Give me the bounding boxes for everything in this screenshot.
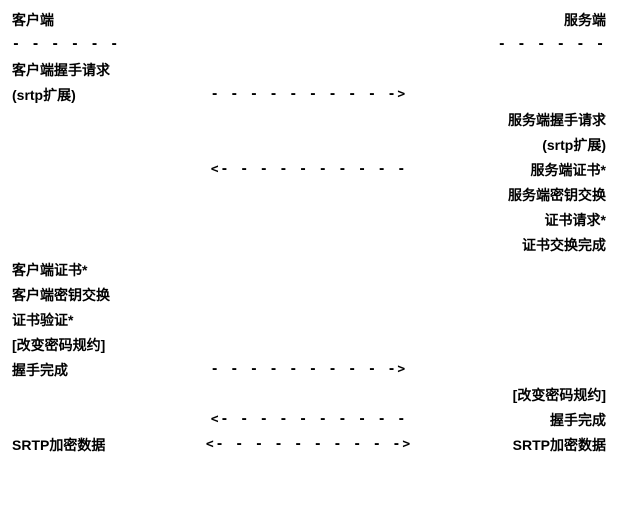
server-msg-15: [改变密码规约]: [513, 387, 606, 404]
server-msg-7: 服务端密钥交换: [508, 187, 606, 204]
server-msg-17: SRTP加密数据: [513, 437, 606, 454]
client-msg-12: 证书验证*: [12, 312, 73, 329]
client-msg-14: 握手完成: [12, 362, 68, 379]
server-msg-16: 握手完成: [550, 412, 606, 429]
client-msg-11: 客户端密钥交换: [12, 287, 110, 304]
arrow-right-icon: - - - - - - - - - ->: [211, 362, 408, 377]
client-msg-3: (srtp扩展): [12, 87, 76, 104]
server-msg-6: 服务端证书*: [531, 162, 606, 179]
arrow-right-icon: - - - - - - - - - ->: [211, 87, 408, 102]
handshake-diagram: { "layout": { "row_height": 25, "row_cou…: [0, 0, 618, 525]
client-msg-13: [改变密码规约]: [12, 337, 105, 354]
server-msg-4: 服务端握手请求: [508, 112, 606, 129]
arrow-left-icon: <- - - - - - - - - -: [211, 412, 408, 427]
server-msg-9: 证书交换完成: [522, 237, 606, 254]
server-divider: - - - - - -: [498, 37, 606, 53]
arrow-both-icon: <- - - - - - - - - ->: [206, 437, 412, 452]
server-msg-8: 证书请求*: [545, 212, 606, 229]
client-msg-2: 客户端握手请求: [12, 62, 110, 79]
server-msg-5: (srtp扩展): [542, 137, 606, 154]
server-msg-0: 服务端: [564, 12, 606, 29]
client-msg-0: 客户端: [12, 12, 54, 29]
client-divider: - - - - - -: [12, 37, 120, 53]
client-msg-10: 客户端证书*: [12, 262, 87, 279]
client-msg-17: SRTP加密数据: [12, 437, 105, 454]
arrow-left-icon: <- - - - - - - - - -: [211, 162, 408, 177]
